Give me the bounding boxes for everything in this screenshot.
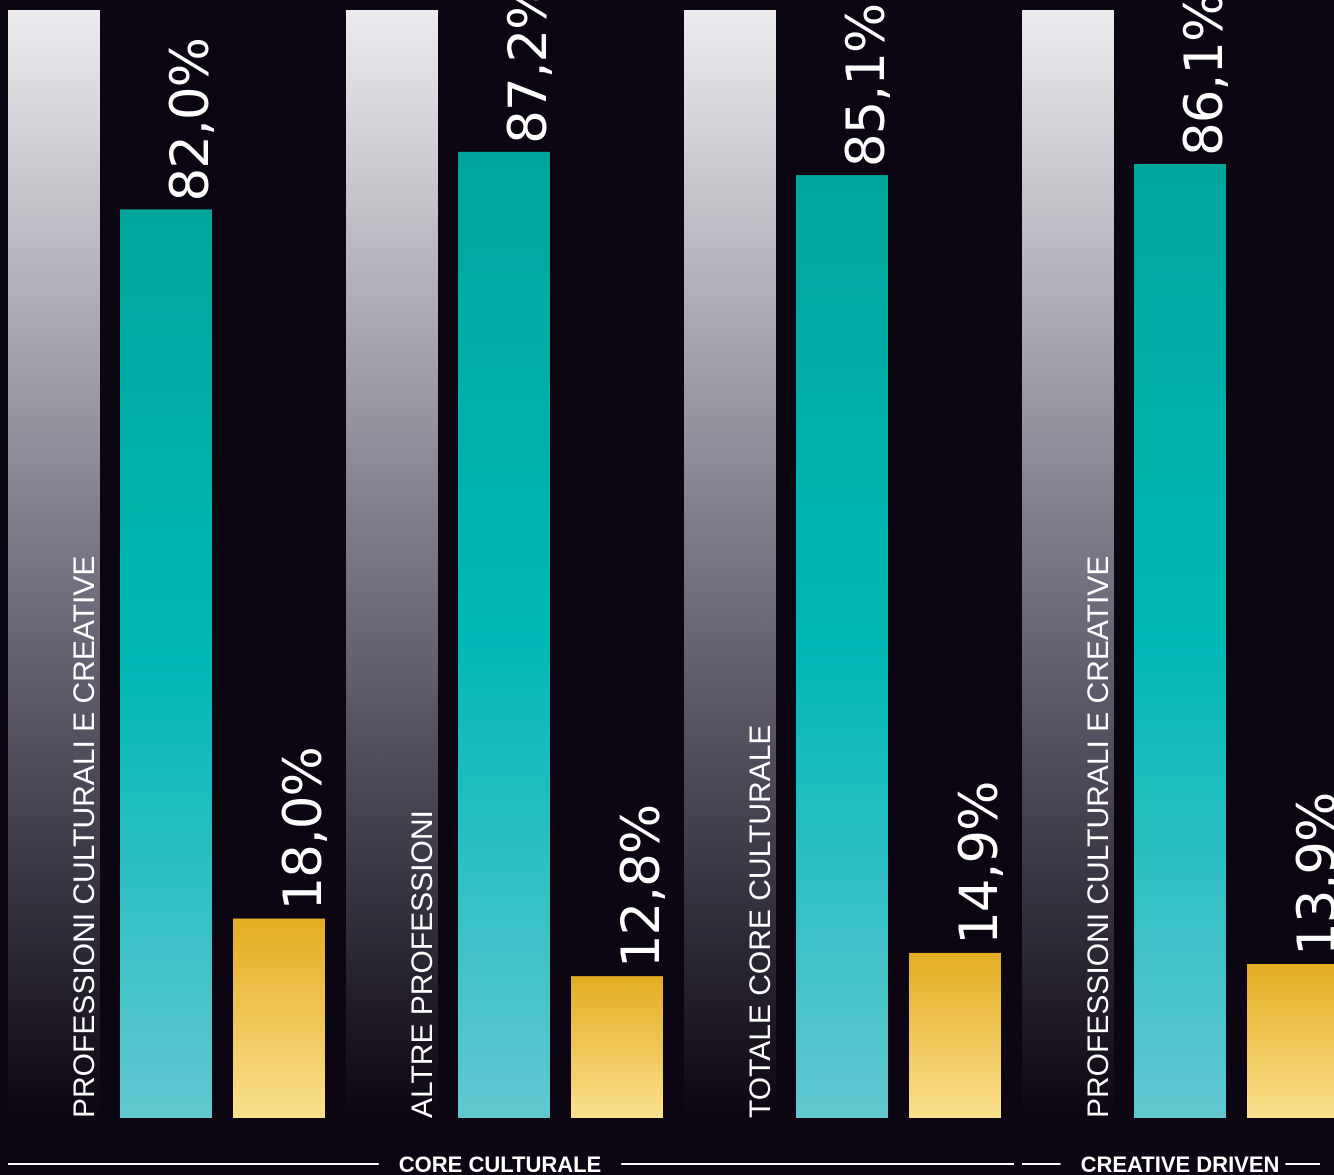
category-bar-4: [1022, 10, 1114, 1118]
category-bar-3: [684, 10, 776, 1118]
bar-series1-4: [1134, 164, 1226, 1119]
category-label-2: ALTRE PROFESSIONI: [406, 810, 439, 1118]
labels-layer: PROFESSIONI CULTURALI E CREATIVE 82,0% 18,…: [68, 0, 1334, 1118]
category-bar-1: [8, 10, 100, 1118]
bar-series2-3: [909, 952, 1001, 1118]
value-label-series2-2: 12,8%: [611, 805, 672, 968]
category-label-1: PROFESSIONI CULTURALI E CREATIVE: [68, 556, 101, 1118]
category-label-3: TOTALE CORE CULTURALE: [744, 725, 777, 1118]
value-label-series1-2: 87,2%: [498, 0, 559, 144]
value-label-series1-1: 82,0%: [160, 38, 221, 201]
bar-series2-2: [571, 976, 663, 1118]
bar-series2-1: [233, 918, 325, 1118]
bars-layer: [120, 151, 1334, 1119]
bar-series1-1: [120, 209, 212, 1118]
value-label-series2-1: 18,0%: [273, 747, 334, 910]
value-label-series1-4: 86,1%: [1174, 0, 1235, 156]
bar-series2-4: [1247, 963, 1334, 1118]
category-label-bars: [8, 10, 1114, 1118]
group-label-2: CREATIVE DRIVEN: [1081, 1152, 1280, 1175]
group-label-1: CORE CULTURALE: [399, 1152, 601, 1175]
value-label-series2-4: 13,9%: [1287, 793, 1334, 956]
bar-series1-2: [458, 151, 550, 1119]
value-label-series2-3: 14,9%: [949, 782, 1010, 945]
category-label-4: PROFESSIONI CULTURALI E CREATIVE: [1082, 556, 1115, 1118]
value-label-series1-3: 85,1%: [836, 4, 897, 167]
category-bar-2: [346, 10, 438, 1118]
group-brackets: CORE CULTURALE CREATIVE DRIVEN: [8, 1152, 1320, 1175]
bar-series1-3: [796, 175, 888, 1119]
